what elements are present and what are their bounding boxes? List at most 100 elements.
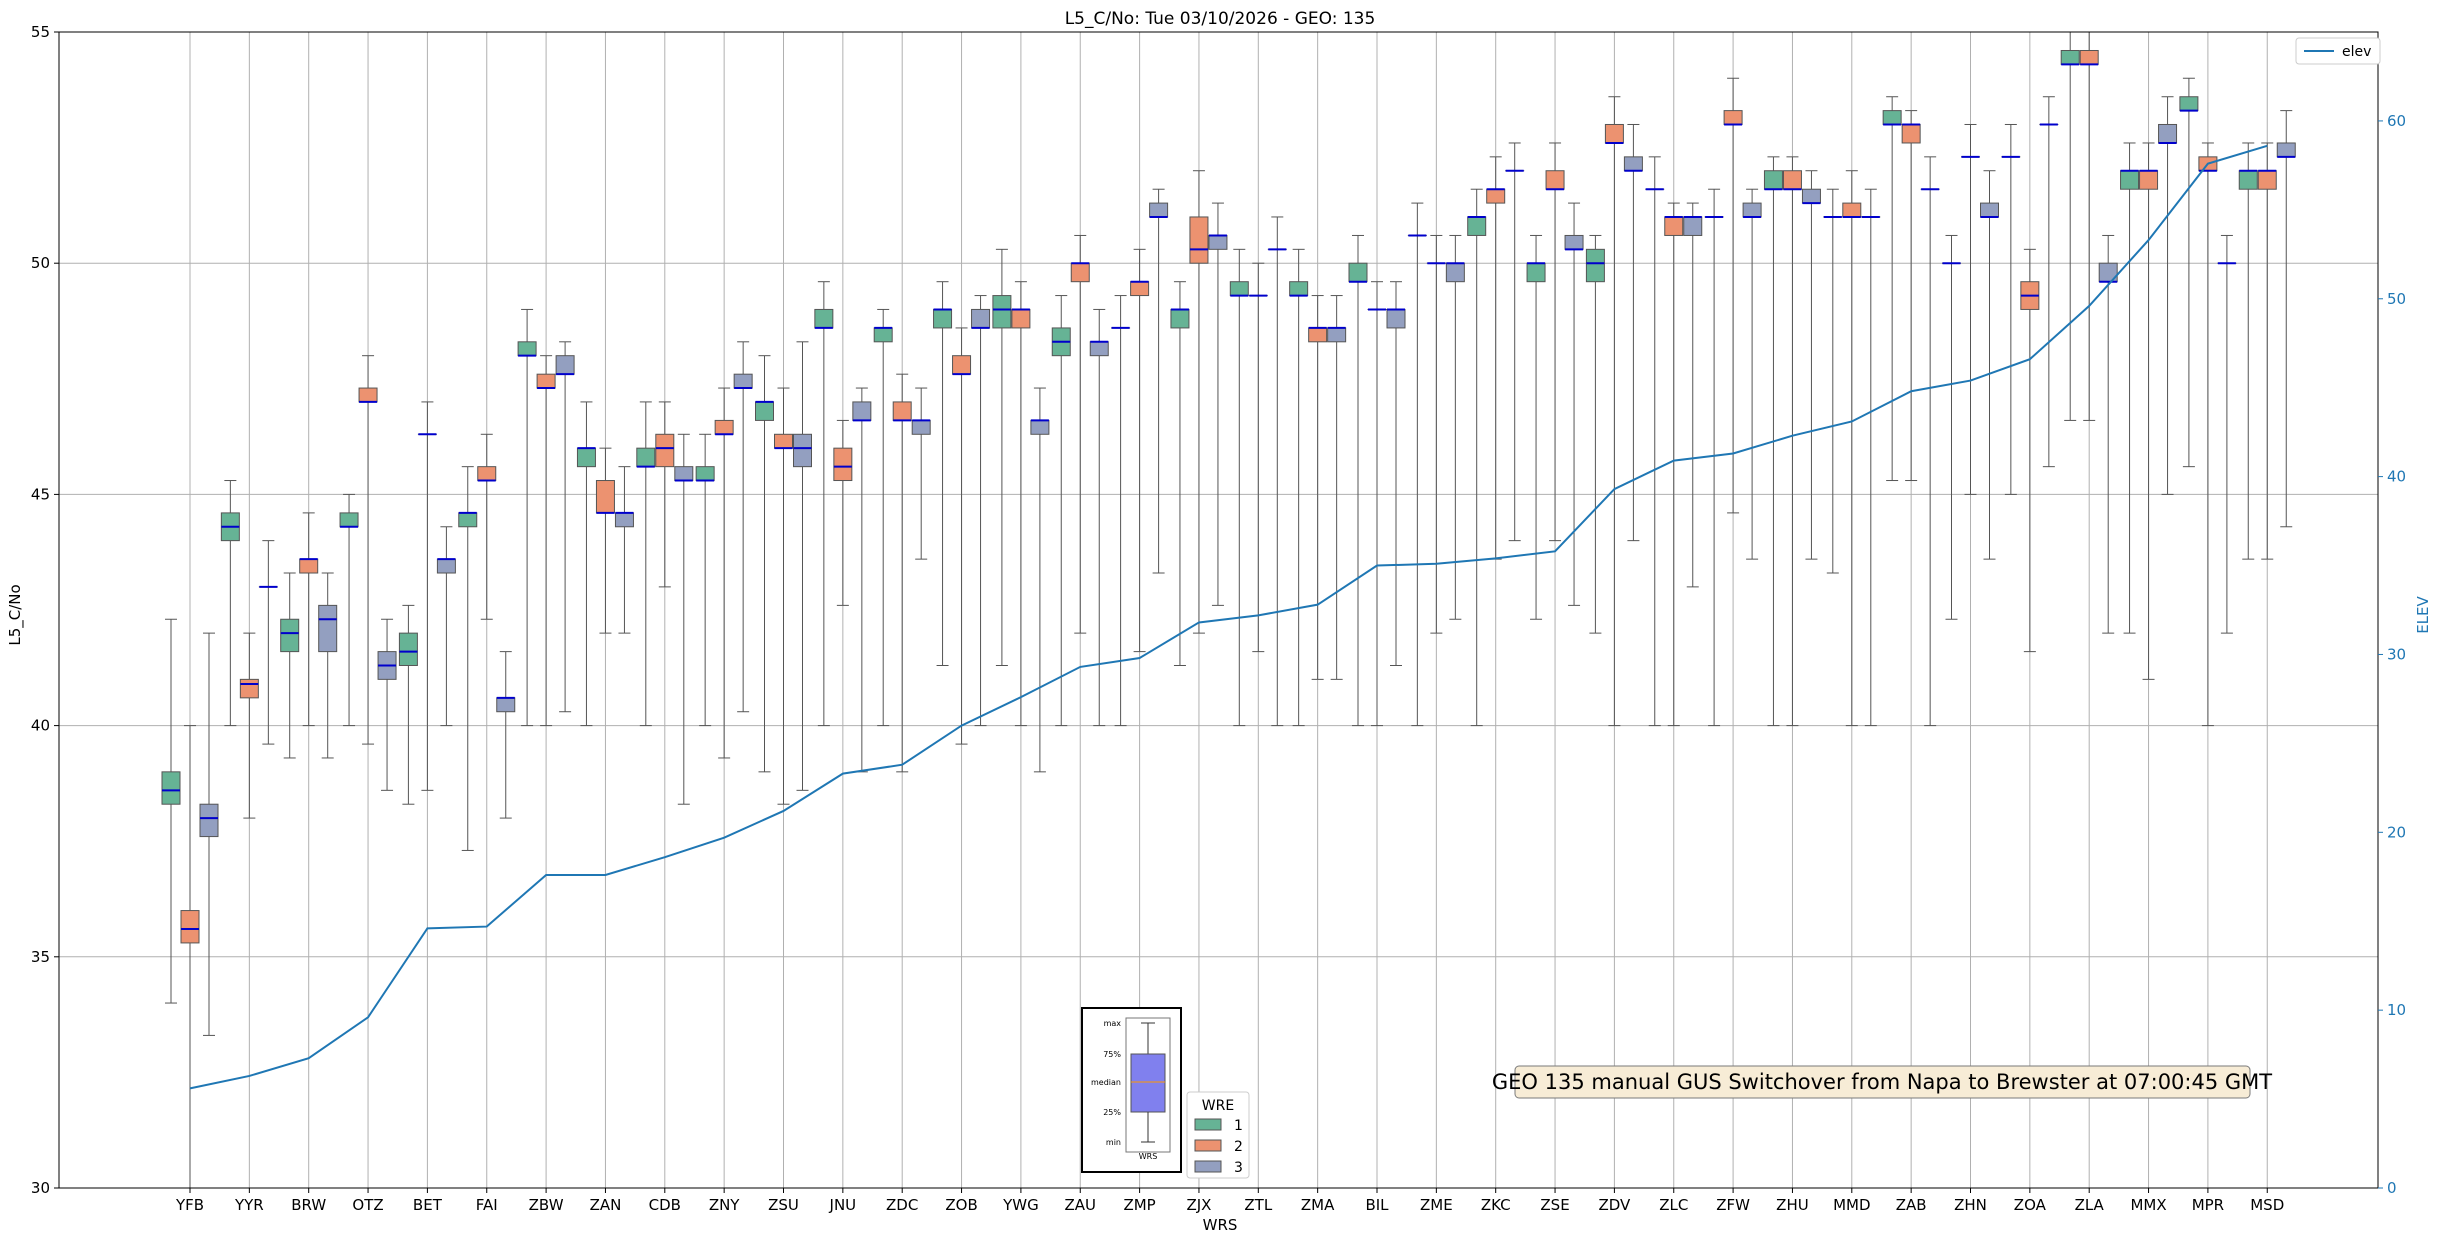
box-ZSE-wre3 [1564,202,1584,606]
plot-frame [58,31,2379,1189]
box-ZTL-wre1 [1229,248,1249,727]
box-ZMP-wre3 [1149,188,1169,574]
box-ZAU-wre1 [1051,295,1071,727]
box-iqr [755,401,774,421]
box-YFB-wre2 [180,725,200,1189]
box-ZFW-wre3 [1742,188,1762,560]
box-iqr [1467,216,1487,236]
box-iqr [180,910,200,944]
box-iqr [1763,170,1783,190]
x-tick-label: ZHU [1776,1196,1809,1214]
box-ZBW-wre1 [517,308,537,727]
box-iqr [1386,308,1406,329]
box-iqr [458,512,478,528]
box-MPR-wre2 [2198,142,2218,727]
box-ZLA-wre3 [2098,234,2118,634]
y-right-tick-label: 0 [2387,1179,2397,1197]
x-tick-label: OTZ [352,1196,383,1214]
box-iqr [1742,202,1762,218]
wre-legend-swatch-3 [1194,1160,1222,1173]
box-CDB-wre1 [636,401,656,727]
wre-legend-label-3: 3 [1234,1160,1243,1176]
box-MMX-wre1 [2120,142,2140,634]
box-iqr [695,466,715,482]
box-ZNY-wre2 [714,387,734,759]
box-iqr [1289,281,1309,297]
box-iqr [280,618,300,653]
box-iqr [2276,142,2296,158]
inset-label-min: min [1106,1138,1121,1147]
box-iqr [873,327,893,343]
box-ZHU-wre3 [1801,170,1821,560]
x-tick-labels: YFB YYR BRW OTZ BET FAI ZBW ZAN CDB ZNY ZSU JNU ZDC Z… [175,1188,2284,1214]
box-ZSU-wre1 [755,355,774,773]
box-ZMP-wre2 [1130,248,1150,653]
box-ZMP-wre1 [1111,295,1131,727]
box-iqr [1526,262,1546,283]
x-tick-label: ZAU [1064,1196,1096,1214]
x-axis-label: WRS [1203,1216,1238,1234]
box-ZHU-wre2 [1782,156,1802,727]
x-tick-label: ZHN [1954,1196,1987,1214]
box-OTZ-wre3 [377,618,397,791]
box-iqr [1170,308,1190,329]
box-iqr [339,512,359,528]
box-iqr [971,308,991,329]
box-iqr [1208,234,1228,250]
x-tick-label: MSD [2250,1196,2284,1214]
box-iqr [1683,216,1703,236]
inset-label-q3: 75% [1103,1050,1121,1059]
box-iqr [318,604,338,653]
box-ZDV-wre2 [1604,96,1624,727]
box-FAI-wre1 [458,466,478,851]
box-ZLA-wre2 [2079,31,2099,421]
x-tick-label: ZMP [1123,1196,1155,1214]
box-MSD-wre3 [2276,110,2296,528]
y-axis-label: L5_C/No [6,584,25,645]
box-iqr [1842,202,1862,218]
switchover-annotation: GEO 135 manual GUS Switchover from Napa … [1492,1065,2272,1099]
y-right-tick-label: 50 [2387,290,2406,308]
box-iqr [636,447,656,468]
box-iqr [793,433,812,468]
box-iqr [1623,156,1643,172]
box-iqr [655,433,675,468]
x-tick-label: ZSE [1540,1196,1569,1214]
box-FAI-wre3 [496,651,516,819]
box-iqr [1189,216,1209,264]
box-ZTL-wre2 [1248,262,1268,653]
box-ZHN-wre2 [1961,123,1980,495]
elev-line [189,144,2268,1090]
x-tick-label: ZOA [2014,1196,2047,1214]
boxplot-key-inset: max 75% median 25% min WRS [1081,1007,1182,1173]
box-ZKC-wre1 [1467,188,1487,727]
box-MSD-wre2 [2257,142,2277,560]
x-tick-label: YWG [1002,1196,1039,1214]
box-iqr [1564,234,1584,250]
wre-legend-title: WRE [1202,1098,1234,1114]
axes-frame [58,31,2379,1189]
box-iqr [2257,170,2277,190]
box-iqr [814,308,834,329]
box-ZDC-wre2 [892,373,912,773]
inset-xlabel: WRS [1139,1152,1158,1161]
box-iqr [199,803,219,838]
box-iqr [1882,110,1902,125]
wre-legend-label-2: 2 [1234,1139,1243,1155]
y-tick-label: 50 [31,254,50,272]
box-BIL-wre1 [1348,234,1368,727]
box-ZSE-wre1 [1526,234,1546,620]
wre-legend-swatch-2 [1194,1139,1222,1152]
box-iqr [299,558,319,574]
inset-label-max: max [1104,1019,1122,1028]
box-ZAN-wre1 [576,401,596,727]
box-iqr [674,466,694,482]
box-CDB-wre3 [674,433,694,805]
box-OTZ-wre1 [339,493,359,727]
x-tick-label: ZNY [709,1196,740,1214]
x-tick-label: ZOB [945,1196,977,1214]
box-BET-wre1 [398,604,418,805]
x-tick-label: BIL [1365,1196,1389,1214]
box-ZKC-wre2 [1486,156,1506,560]
